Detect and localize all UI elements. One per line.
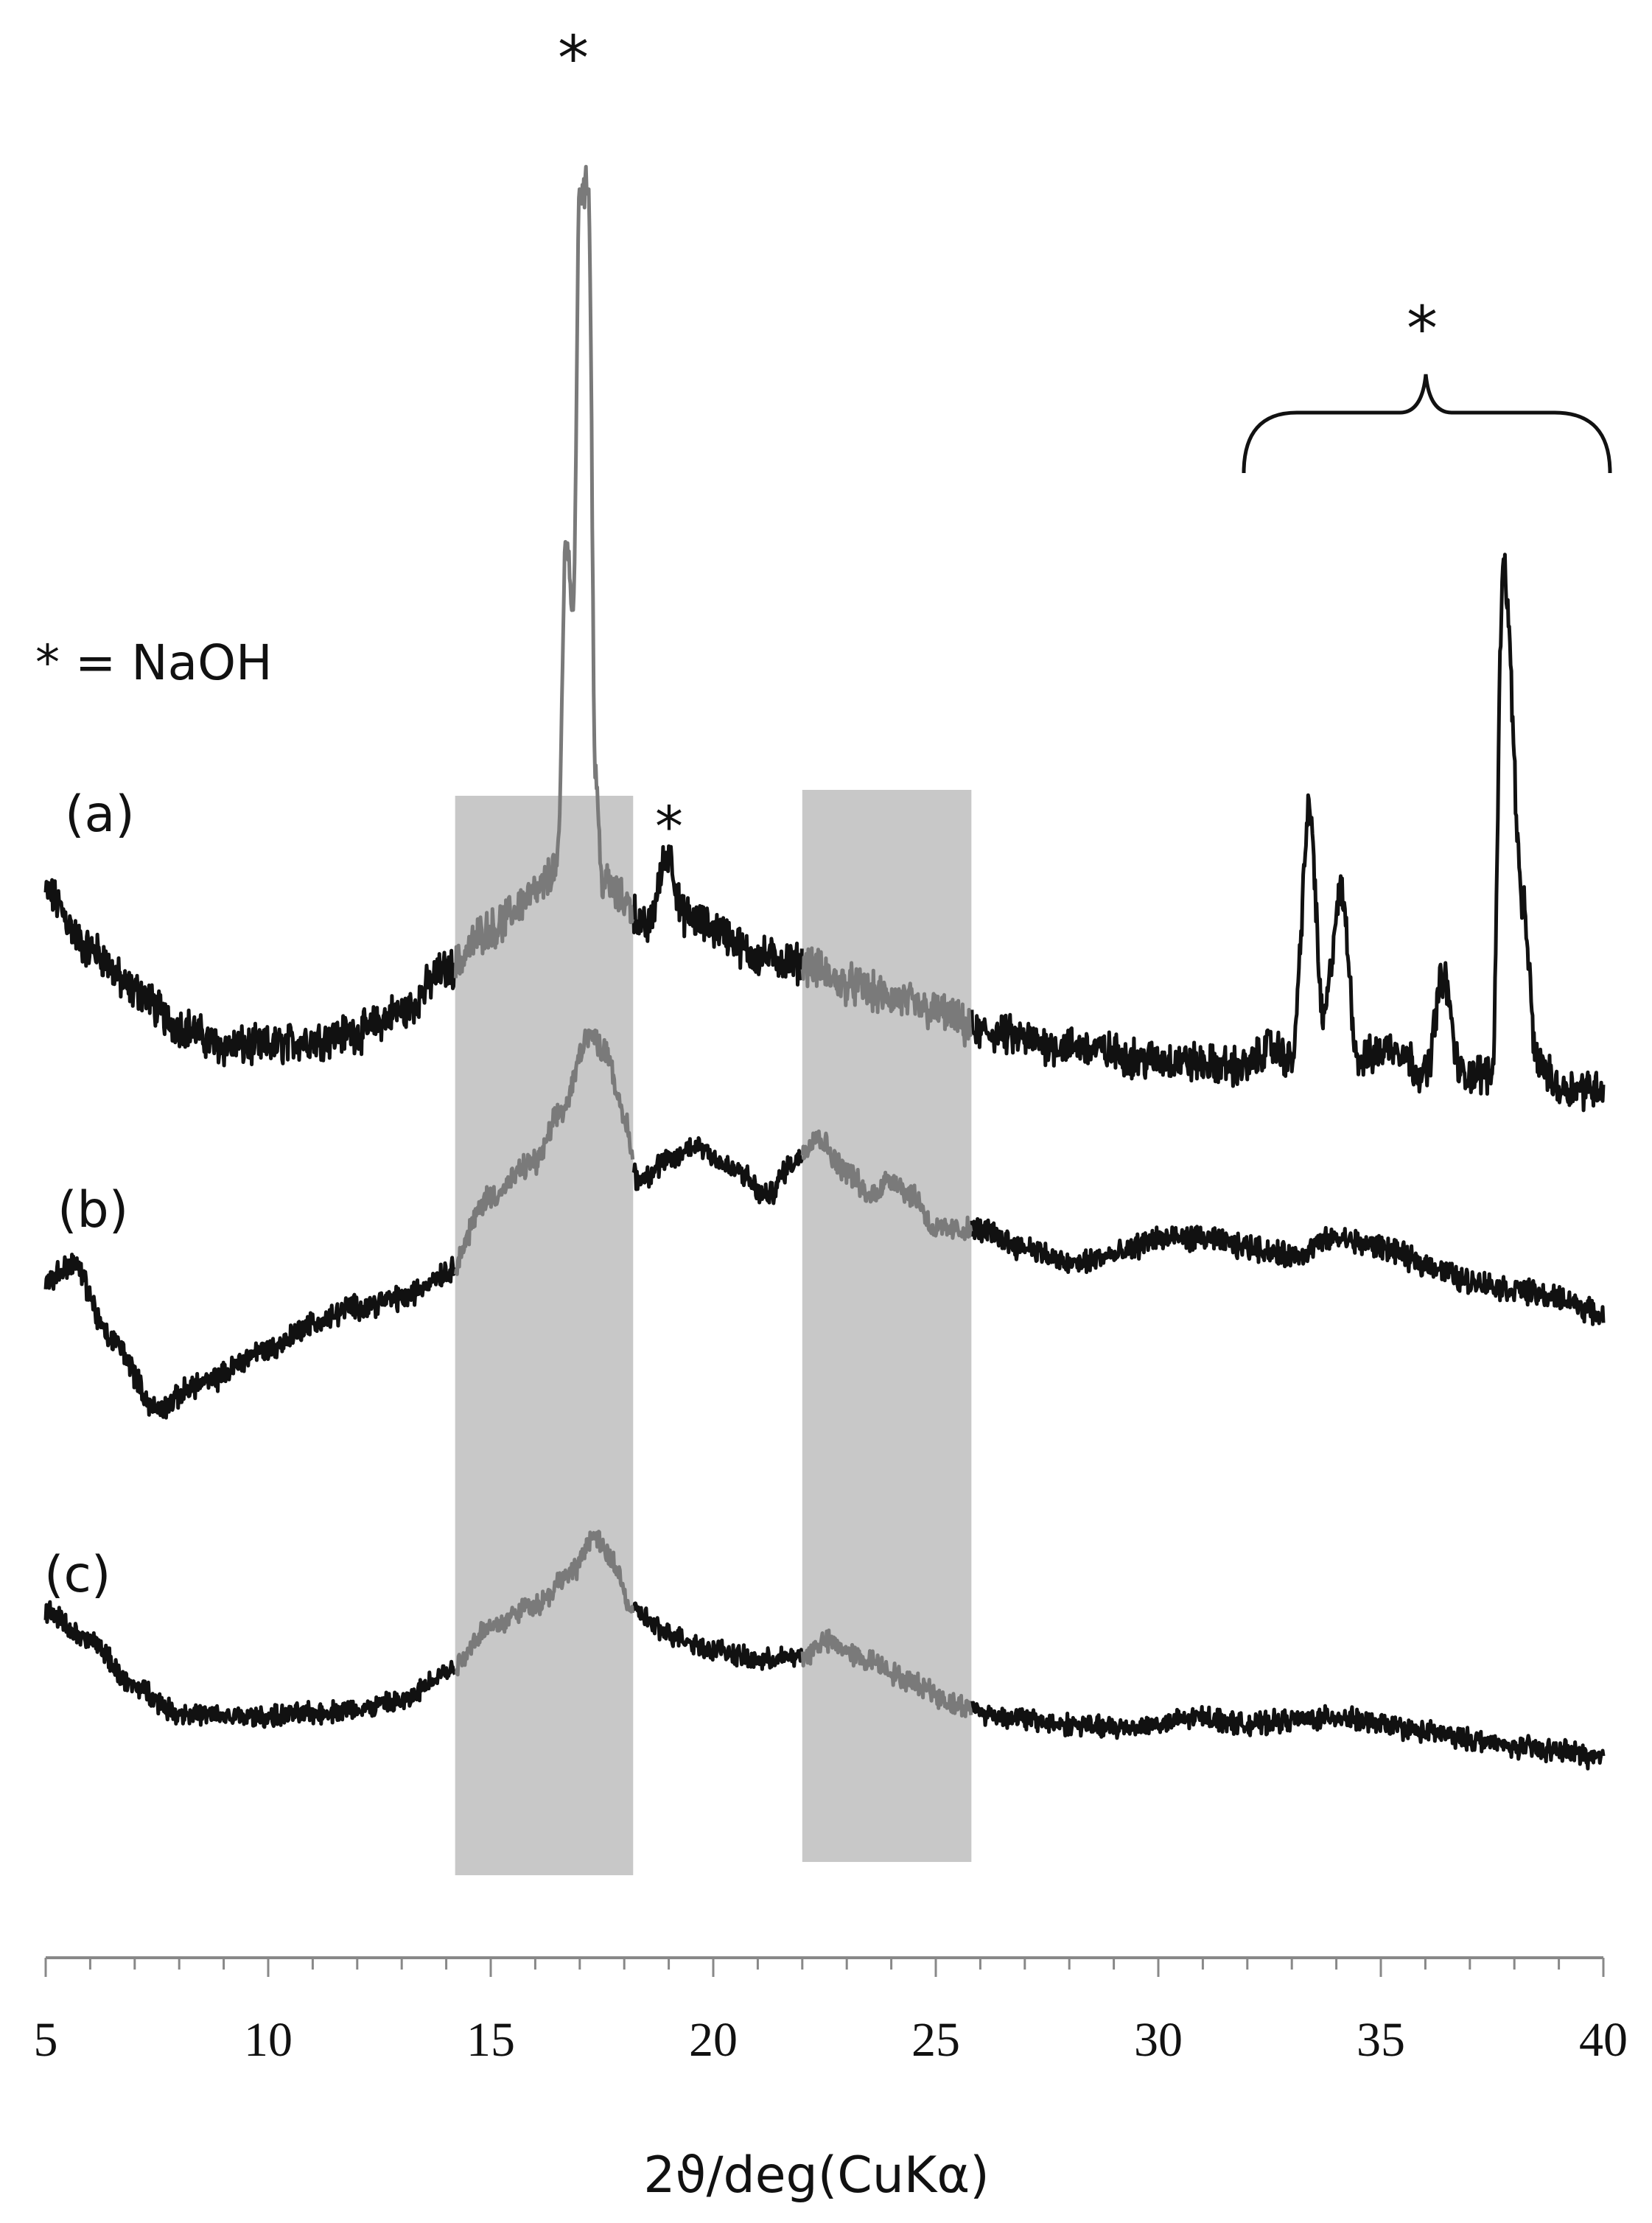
series-2-line-shaded <box>453 1028 973 1276</box>
x-tick-label: 30 <box>1134 2013 1183 2067</box>
series-2-line <box>43 1136 1606 1420</box>
x-axis-label: 2ϑ/deg(CuKα) <box>643 2146 990 2205</box>
series-3 <box>43 1530 1606 1771</box>
annotation-peak-17: * <box>558 22 589 94</box>
x-tick-label: 40 <box>1579 2013 1628 2067</box>
x-tick-label: 20 <box>689 2013 738 2067</box>
series-1-line-shaded <box>453 164 973 1048</box>
annotation-bracket-star: * <box>1407 293 1438 365</box>
series-1-line <box>43 553 1606 1113</box>
series-3-line-shaded <box>454 1530 973 1718</box>
series-1 <box>43 164 1606 1113</box>
legend-text: * = NaOH <box>35 634 273 691</box>
series-label-b: (b) <box>57 1181 128 1239</box>
shaded-regions <box>455 790 972 1875</box>
x-axis: 5 10 15 20 25 30 35 40 <box>34 1956 1628 2067</box>
annotation-peak-19: * <box>655 794 683 859</box>
x-tick-label: 15 <box>466 2013 515 2067</box>
x-tick-label: 35 <box>1357 2013 1405 2067</box>
series-label-c: (c) <box>44 1546 111 1604</box>
shaded-region-1 <box>455 796 634 1875</box>
series-3-line <box>43 1600 1606 1771</box>
x-tick-label: 10 <box>244 2013 293 2067</box>
series-label-a: (a) <box>65 785 135 844</box>
series-2 <box>43 1028 1606 1420</box>
annotation-bracket <box>1242 374 1612 474</box>
x-tick-label: 5 <box>34 2013 58 2067</box>
series-layer <box>43 164 1606 1771</box>
x-tick-label: 25 <box>911 2013 960 2067</box>
